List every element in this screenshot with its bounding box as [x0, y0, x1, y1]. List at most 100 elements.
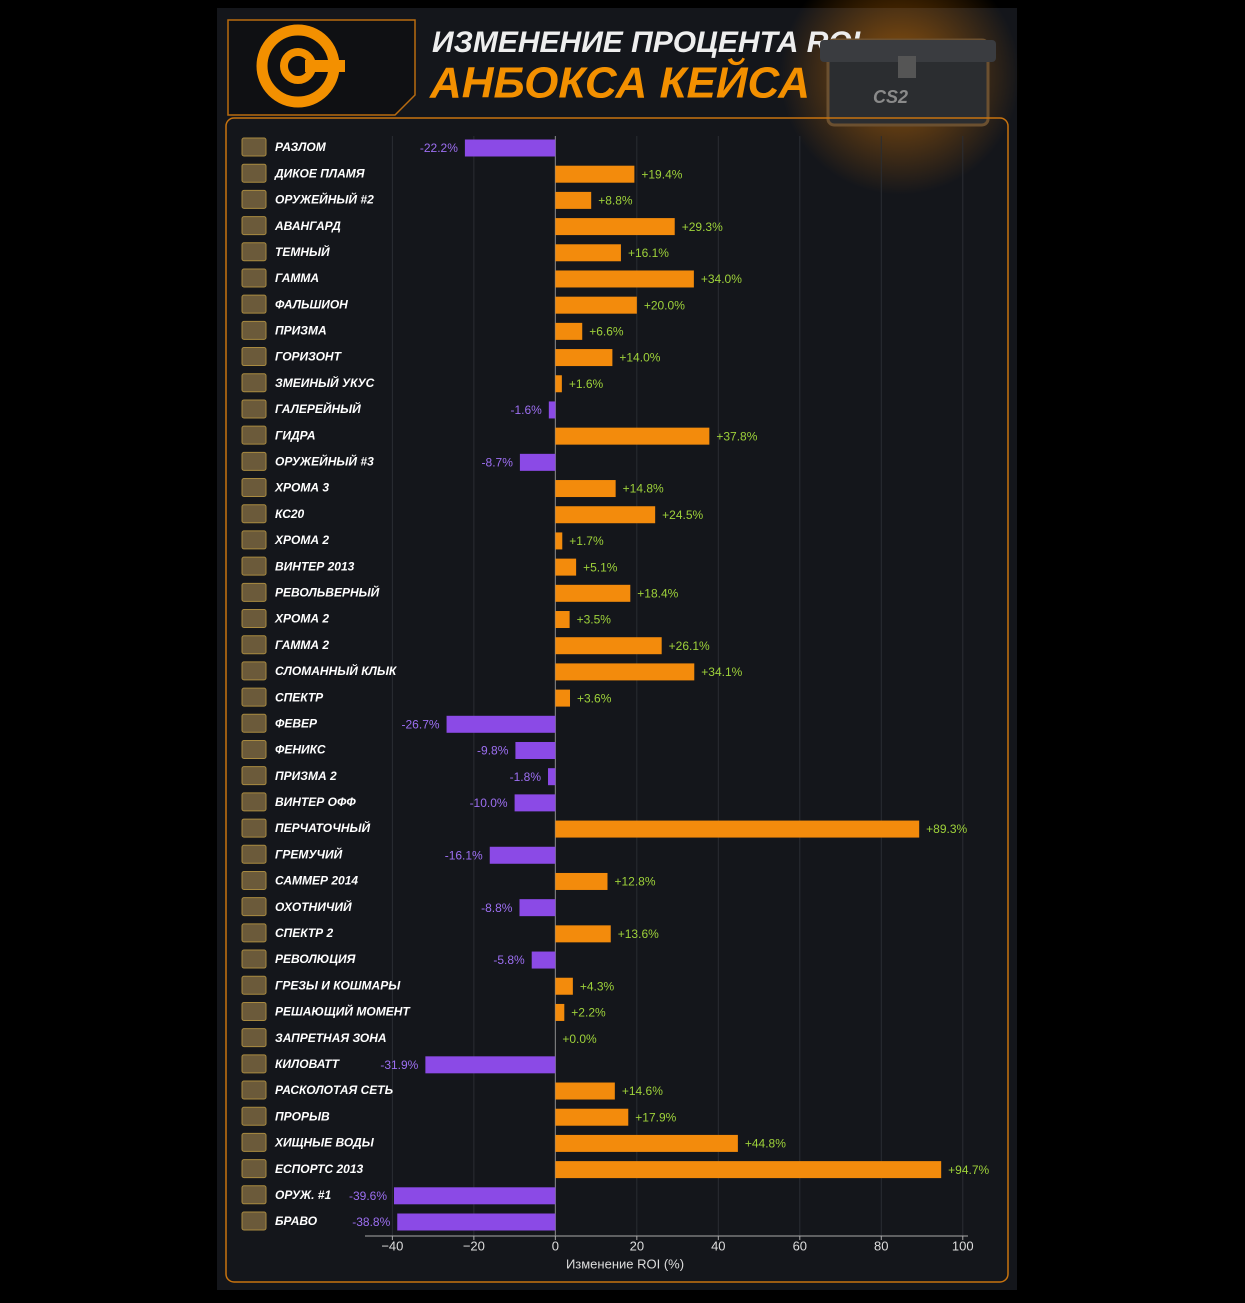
category-label: ОРУЖЕЙНЫЙ #2	[275, 191, 374, 207]
category-label: РЕШАЮЩИЙ МОМЕНТ	[275, 1003, 411, 1019]
bar	[489, 846, 556, 864]
bar	[397, 1213, 556, 1231]
bar	[555, 584, 631, 602]
value-label: +14.8%	[623, 482, 664, 496]
category-label: ПРОРЫВ	[275, 1109, 330, 1123]
chest	[820, 38, 996, 127]
case-icon	[241, 294, 267, 314]
category-label: ПЕРЧАТОЧНЫЙ	[275, 819, 371, 835]
bar	[555, 1082, 615, 1100]
value-label: -22.2%	[420, 141, 458, 155]
bar	[555, 296, 637, 314]
value-label: +16.1%	[628, 246, 669, 260]
case-icon	[241, 1080, 267, 1100]
bar	[555, 925, 611, 943]
category-label: КС20	[275, 507, 305, 521]
case-icon	[241, 399, 267, 419]
category-label: БРАВО	[275, 1214, 318, 1228]
bar	[514, 794, 556, 812]
value-label: +29.3%	[682, 220, 723, 234]
value-label: -39.6%	[349, 1189, 387, 1203]
case-icon	[241, 582, 267, 602]
bar	[555, 506, 656, 524]
bar	[555, 1134, 738, 1152]
value-label: +1.6%	[569, 377, 604, 391]
category-label: СПЕКТР	[275, 690, 324, 704]
case-icon	[241, 661, 267, 681]
category-label: ХРОМА 2	[274, 533, 329, 547]
value-label: +89.3%	[926, 822, 967, 836]
category-label: ВИНТЕР 2013	[275, 559, 355, 573]
x-axis-label: Изменение ROI (%)	[566, 1256, 684, 1271]
value-label: +26.1%	[669, 639, 710, 653]
value-label: +18.4%	[637, 586, 678, 600]
bar	[515, 741, 556, 759]
bar	[555, 611, 570, 629]
category-label: РАЗЛОМ	[275, 140, 327, 154]
case-icon	[241, 189, 267, 209]
category-label: АВАНГАРД	[274, 219, 341, 233]
case-icon	[241, 556, 267, 576]
chart-title: ИЗМЕНЕНИЕ ПРОЦЕНТА ROI	[432, 26, 861, 59]
case-icon	[241, 347, 267, 367]
bar	[555, 322, 583, 340]
value-label: -38.8%	[352, 1215, 390, 1229]
case-icon	[241, 1028, 267, 1048]
category-label: РЕВОЛЬВЕРНЫЙ	[275, 583, 380, 599]
category-label: ТЕМНЫЙ	[275, 243, 330, 259]
value-label: +34.1%	[701, 665, 742, 679]
value-label: -31.9%	[380, 1058, 418, 1072]
category-label: СПЕКТР 2	[275, 926, 333, 940]
category-label: КИЛОВАТТ	[275, 1057, 341, 1071]
bar	[555, 191, 592, 209]
category-label: ВИНТЕР ОФФ	[275, 795, 356, 809]
x-tick-label: 60	[793, 1238, 807, 1253]
category-label: ДИКОЕ ПЛАМЯ	[274, 166, 365, 180]
bar	[555, 532, 563, 550]
bar	[425, 1056, 556, 1074]
case-icon	[241, 451, 267, 471]
category-label: ОРУЖ. #1	[275, 1188, 331, 1202]
value-label: +17.9%	[635, 1110, 676, 1124]
case-icon	[241, 766, 267, 786]
category-label: ПРИЗМА	[275, 324, 327, 338]
category-label: ЗАПРЕТНАЯ ЗОНА	[275, 1031, 387, 1045]
bar	[446, 715, 556, 733]
bar	[555, 349, 613, 367]
bar	[555, 558, 577, 576]
x-tick-label: 80	[874, 1238, 888, 1253]
value-label: +19.4%	[641, 167, 682, 181]
x-tick-label: 20	[630, 1238, 644, 1253]
value-label: -26.7%	[402, 717, 440, 731]
value-label: -16.1%	[445, 848, 483, 862]
case-icon	[241, 870, 267, 890]
x-tick-label: 0	[552, 1238, 559, 1253]
value-label: +24.5%	[662, 508, 703, 522]
case-icon	[241, 635, 267, 655]
case-icon	[241, 1211, 267, 1231]
value-label: -8.8%	[481, 901, 513, 915]
case-icon	[241, 1132, 267, 1152]
value-label: +8.8%	[598, 194, 633, 208]
bar	[555, 872, 608, 890]
value-label: +4.3%	[580, 979, 615, 993]
value-label: +1.7%	[569, 534, 604, 548]
category-label: ХРОМА 3	[274, 481, 329, 495]
bar	[531, 951, 556, 969]
value-label: +44.8%	[745, 1137, 786, 1151]
value-label: +12.8%	[614, 875, 655, 889]
category-label: ХРОМА 2	[274, 612, 329, 626]
x-tick-label: −40	[381, 1238, 403, 1253]
badge: CS2	[873, 87, 908, 107]
case-icon	[241, 137, 267, 157]
case-icon	[241, 949, 267, 969]
category-label: ПРИЗМА 2	[275, 769, 337, 783]
x-tick-label: 100	[952, 1238, 974, 1253]
category-label: СЛОМАННЫЙ КЛЫК	[275, 662, 398, 678]
bar	[555, 165, 635, 183]
category-label: ГАММА	[275, 271, 319, 285]
value-label: -8.7%	[482, 456, 514, 470]
bar	[555, 1108, 629, 1126]
x-tick-label: 40	[711, 1238, 725, 1253]
category-label: ГРЕЗЫ И КОШМАРЫ	[275, 978, 401, 992]
